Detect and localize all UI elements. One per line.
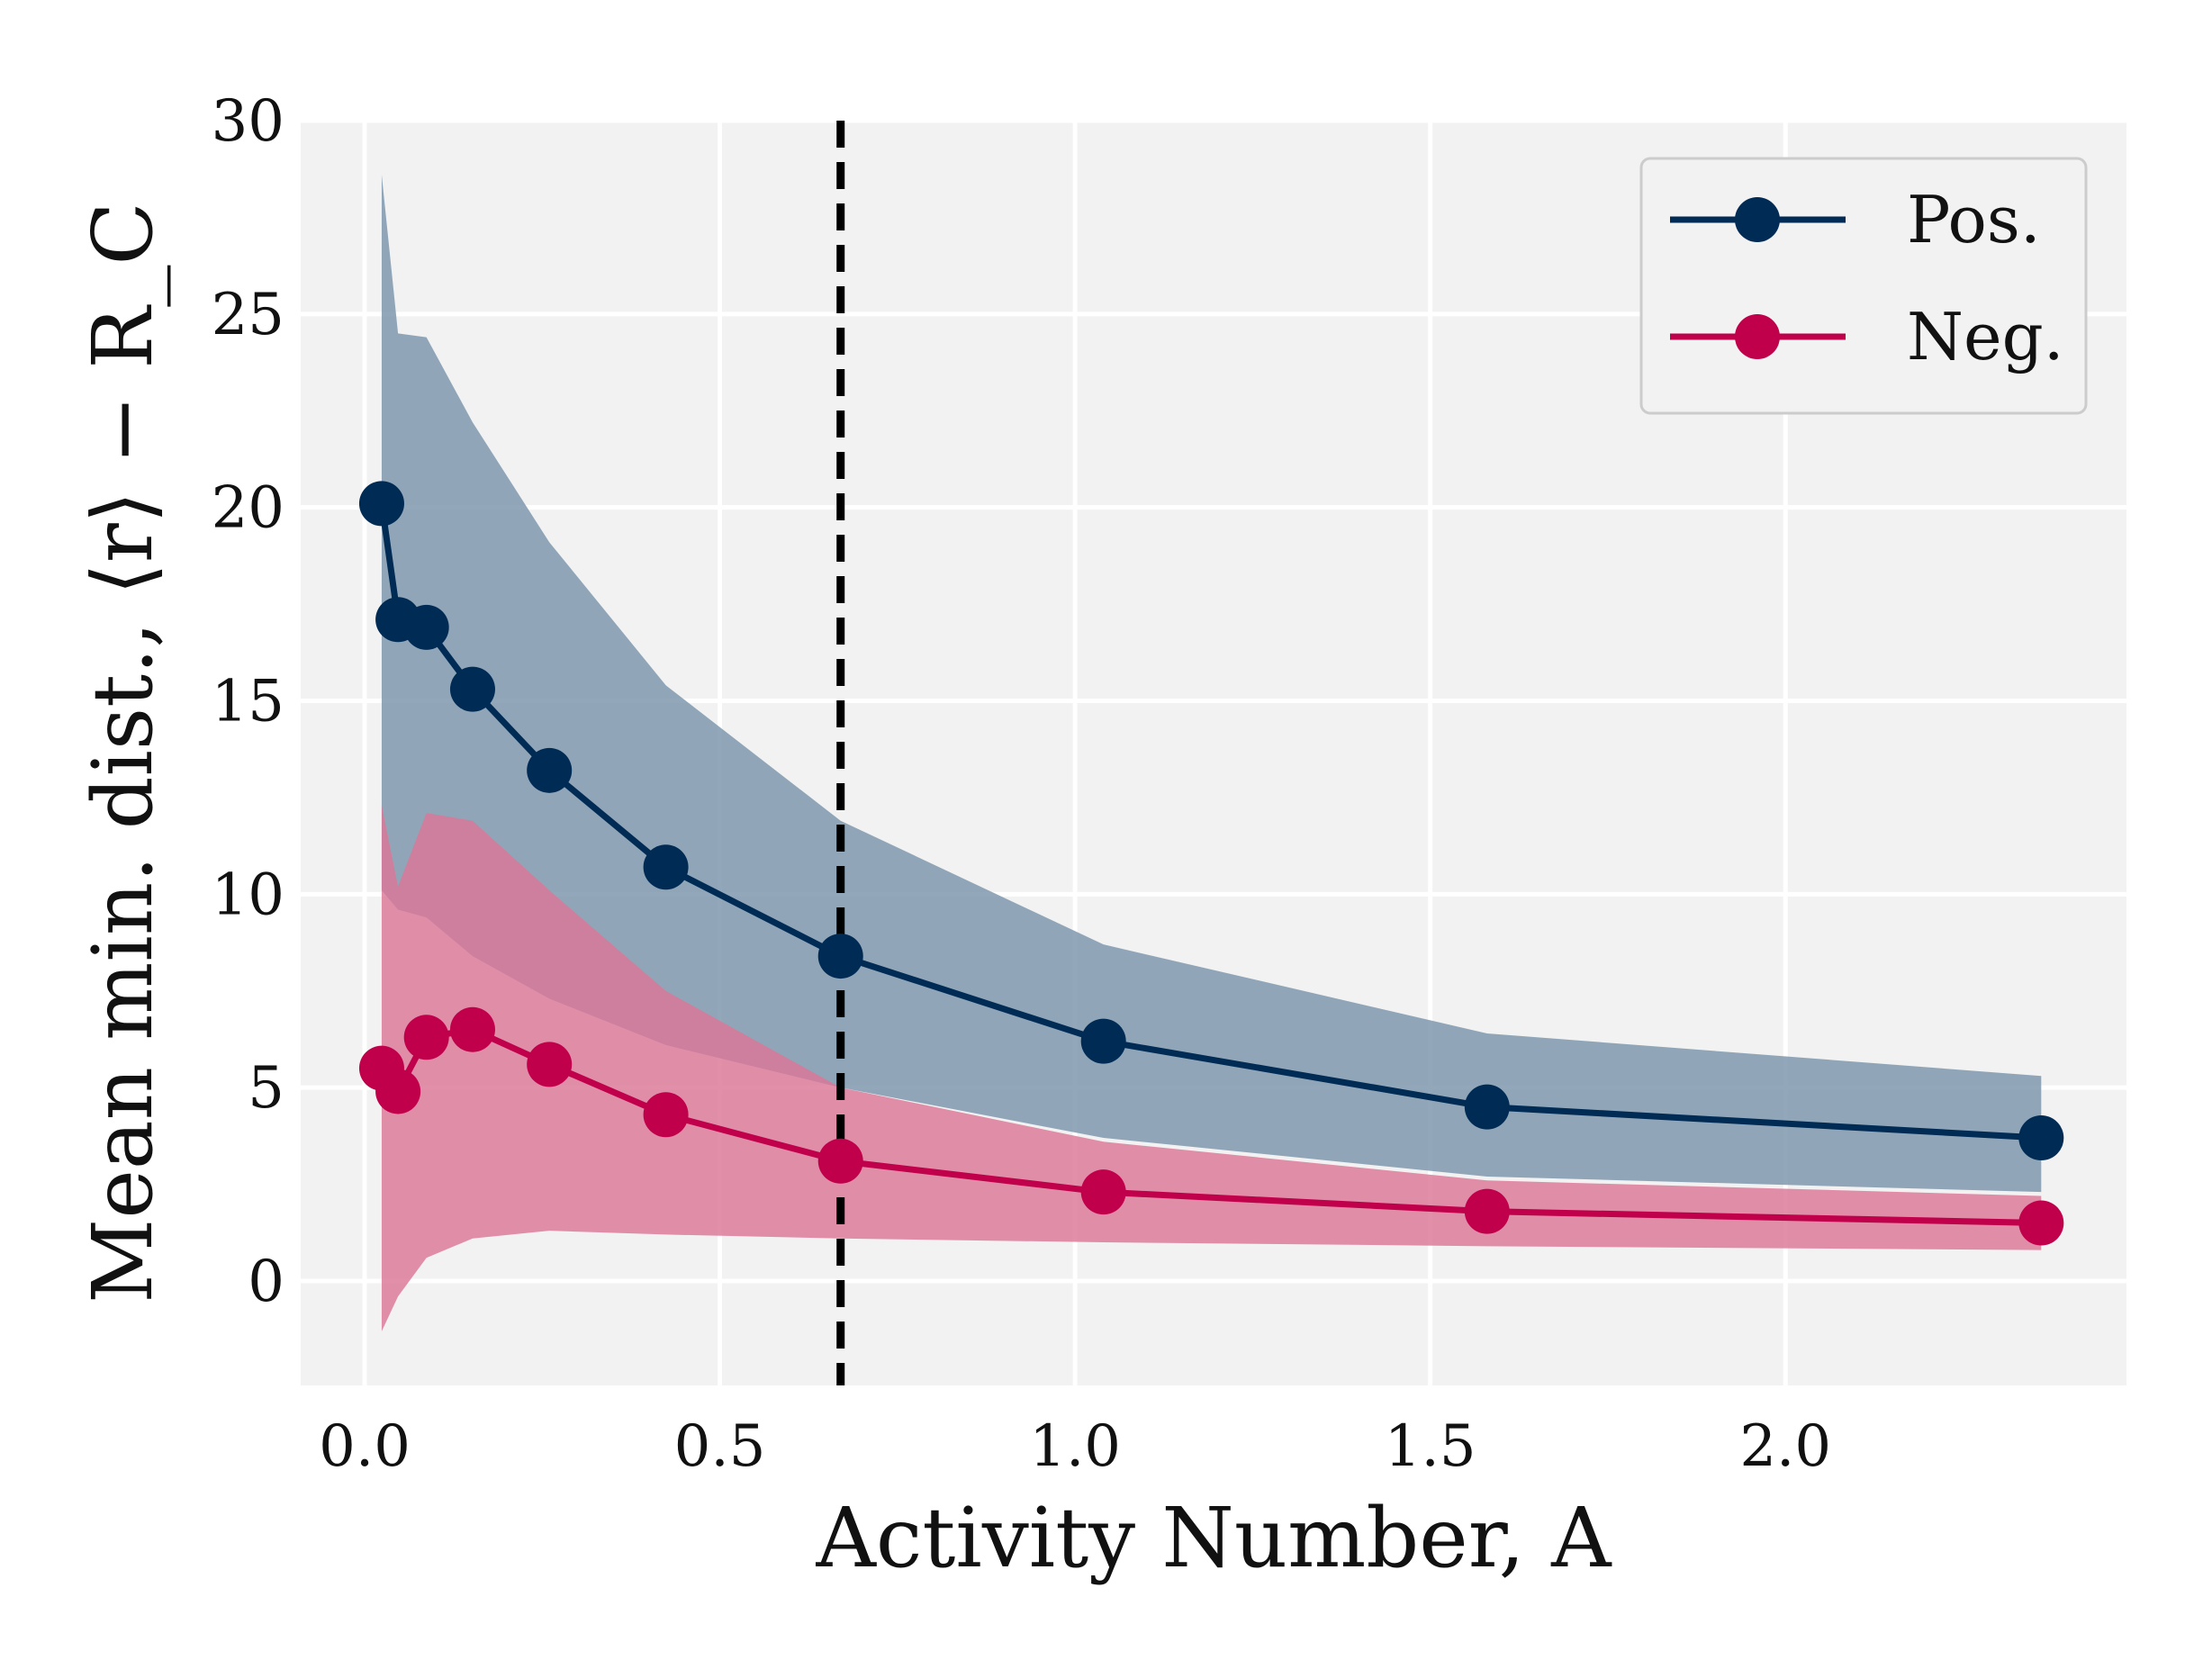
point-pos-6 [817,934,863,979]
x-tick-label-2: 1.0 [1029,1413,1121,1480]
point-pos-8 [1464,1084,1510,1130]
x-tick-label-3: 1.5 [1385,1413,1476,1480]
band-neg [381,805,2042,1331]
point-neg-1 [375,1069,421,1114]
legend-marker-pos [1735,197,1780,242]
point-neg-7 [1080,1169,1126,1215]
legend: Pos. Neg. [1639,157,2088,415]
point-neg-8 [1464,1188,1510,1234]
y-tick-label-0: 0 [248,1249,284,1315]
legend-marker-neg [1735,314,1780,359]
x-tick-label-0: 0.0 [319,1413,411,1480]
legend-label-pos: Pos. [1907,182,2041,257]
point-pos-4 [527,747,573,793]
point-pos-5 [643,844,689,890]
point-neg-6 [817,1138,863,1184]
y-tick-label-3: 15 [212,668,284,735]
line-neg [379,1026,2042,1227]
point-pos-3 [449,666,495,712]
point-neg-3 [449,1006,495,1052]
point-neg-5 [643,1092,689,1138]
y-tick-label-2: 10 [212,862,284,928]
y-tick-label-1: 5 [248,1055,284,1122]
x-tick-label-4: 2.0 [1739,1413,1831,1480]
y-tick-label-6: 30 [212,88,284,155]
point-pos-7 [1080,1018,1126,1064]
x-tick-labels: 0.0 0.5 1.0 1.5 2.0 [319,1413,1831,1480]
y-axis-label: Mean min. dist., ⟨r⟩ − R_C [75,202,171,1304]
point-pos-2 [403,604,449,650]
point-neg-2 [403,1015,449,1060]
x-axis-label: Activity Number, A [815,1490,1612,1586]
y-tick-labels: 0 5 10 15 20 25 30 [212,88,284,1315]
point-pos-9 [2018,1115,2064,1161]
y-tick-label-5: 25 [212,282,284,348]
point-pos-0 [358,481,404,527]
error-bands [381,175,2042,1331]
band-pos [381,175,2042,1193]
series-markers [358,481,2064,1246]
point-neg-9 [2018,1200,2064,1246]
legend-label-neg: Neg. [1907,299,2064,374]
y-tick-label-4: 20 [212,475,284,542]
x-tick-label-1: 0.5 [674,1413,766,1480]
point-neg-4 [527,1042,573,1087]
